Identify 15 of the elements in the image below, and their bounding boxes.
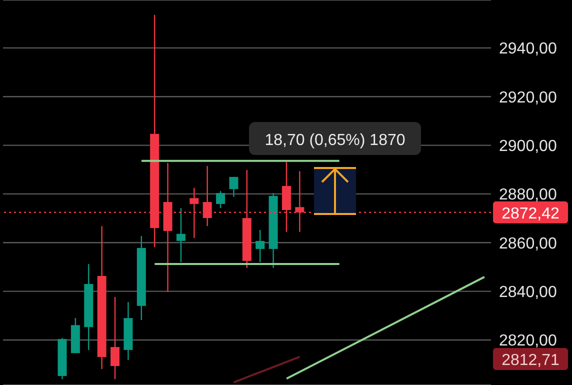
candlestick xyxy=(256,229,265,263)
y-tick-label: 2840,00 xyxy=(499,284,557,301)
candlestick xyxy=(216,190,226,209)
candlestick xyxy=(110,296,120,380)
y-tick-label: 2900,00 xyxy=(499,138,557,155)
annotation: 18,70 (0,65%) 1870 xyxy=(264,132,406,149)
y-tick-label: 2880,00 xyxy=(499,186,557,204)
candlestick xyxy=(229,176,238,198)
y-tick-label: 2820,00 xyxy=(499,332,557,350)
candlestick xyxy=(176,207,186,263)
text: 2812,71 xyxy=(502,352,560,369)
y-tick-label: 2860,00 xyxy=(499,235,557,252)
y-tick-label: 2920,00 xyxy=(499,89,557,106)
y-tick-label: 2940,00 xyxy=(499,40,557,58)
ref-line-label: 2872,42 xyxy=(502,205,560,222)
